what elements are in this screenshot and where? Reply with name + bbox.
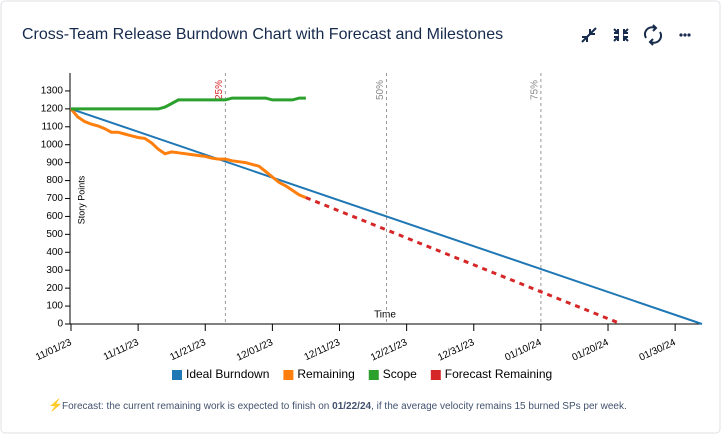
- y-tick-label: 1000: [41, 139, 64, 150]
- series-line: [69, 107, 307, 199]
- shrink-icon[interactable]: [613, 28, 629, 42]
- forecast-note: Forecast: the current remaining work is …: [62, 401, 627, 412]
- refresh-icon[interactable]: [643, 24, 663, 46]
- y-tick-label: 0: [57, 319, 63, 330]
- y-tick-label: 200: [46, 283, 63, 294]
- series-line: [70, 107, 703, 325]
- legend-swatch: [283, 370, 294, 380]
- collapse-icon[interactable]: [581, 27, 597, 43]
- note-date: 01/22/24: [332, 401, 371, 412]
- legend-label: Forecast Remaining: [445, 367, 552, 381]
- legend-label: Scope: [383, 367, 417, 381]
- legend-swatch: [430, 370, 441, 380]
- note-icon: ⚡: [48, 398, 63, 412]
- y-tick-label: 1300: [41, 86, 64, 97]
- y-axis-label: Story Points: [76, 175, 86, 224]
- x-axis-label: Time: [374, 310, 396, 321]
- y-tick-label: 800: [46, 175, 63, 186]
- chart-title: Cross-Team Release Burndown Chart with F…: [22, 26, 503, 43]
- y-tick-label: 100: [46, 301, 63, 312]
- y-tick-label: 900: [46, 157, 63, 168]
- legend-label: Remaining: [297, 367, 354, 381]
- y-tick-label: 500: [46, 229, 63, 240]
- series-line: [71, 96, 306, 111]
- y-tick-label: 400: [46, 247, 63, 258]
- legend-swatch: [368, 370, 379, 380]
- y-tick-label: 600: [46, 211, 63, 222]
- legend-label: Ideal Burndown: [186, 367, 269, 381]
- y-tick-label: 300: [46, 265, 63, 276]
- y-tick-label: 700: [46, 193, 63, 204]
- milestone-label: 50%: [375, 80, 386, 100]
- y-tick-label: 1100: [41, 121, 63, 132]
- milestone-label: 75%: [530, 80, 541, 100]
- toolbar: [581, 24, 691, 46]
- y-tick-label: 1200: [41, 103, 64, 114]
- legend-swatch: [172, 370, 182, 380]
- series-line: [305, 196, 622, 326]
- note-prefix: Forecast: the current remaining work is …: [62, 401, 332, 412]
- note-suffix: , if the average velocity remains 15 bur…: [371, 401, 627, 412]
- milestone-label: 25%: [214, 80, 225, 100]
- more-icon[interactable]: [679, 33, 691, 37]
